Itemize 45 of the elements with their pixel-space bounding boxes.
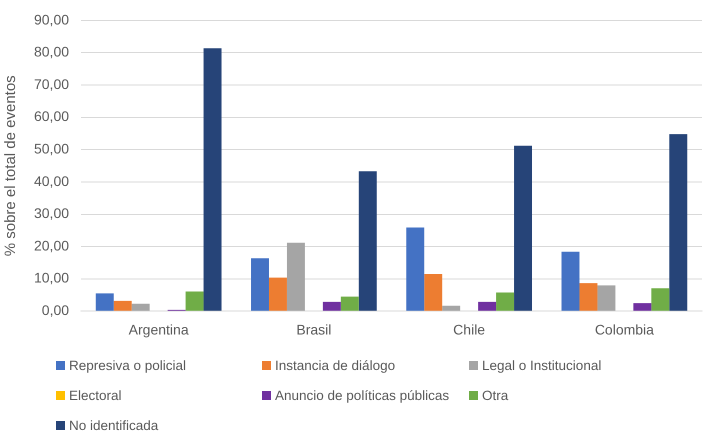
bar	[514, 146, 532, 311]
legend-label: Represiva o policial	[69, 358, 186, 372]
y-tick-label: 80,00	[34, 44, 70, 60]
bar	[478, 302, 496, 311]
bar	[651, 288, 670, 311]
legend-label: No identificada	[69, 418, 158, 432]
bar	[579, 283, 598, 311]
bar	[340, 296, 359, 311]
x-tick-label: Brasil	[296, 321, 332, 338]
y-tick-label: 60,00	[34, 108, 70, 124]
legend-label: Anuncio de políticas públicas	[275, 388, 450, 402]
x-tick-label: Colombia	[594, 321, 654, 338]
x-tick-label: Chile	[453, 321, 486, 338]
legend-label: Legal o Institucional	[482, 358, 602, 372]
bar	[268, 278, 287, 311]
bar	[424, 274, 442, 311]
y-tick-label: 0,00	[42, 302, 70, 318]
bar	[96, 293, 114, 311]
bar	[496, 292, 514, 311]
bar	[132, 304, 150, 311]
bar	[358, 171, 377, 311]
legend-label: Instancia de diálogo	[275, 358, 396, 372]
bar	[186, 291, 204, 311]
bar	[442, 306, 460, 311]
bar	[114, 300, 132, 311]
y-tick-label: 20,00	[34, 237, 70, 254]
y-tick-label: 40,00	[34, 172, 70, 189]
y-tick-label: 30,00	[34, 205, 70, 222]
legend-label: Electoral	[69, 388, 122, 402]
y-tick-label: 70,00	[34, 76, 70, 92]
bar	[322, 302, 341, 311]
x-tick-label: Argentina	[128, 321, 189, 338]
bar	[204, 48, 222, 311]
bar	[597, 285, 616, 311]
bar	[633, 303, 652, 311]
bar	[251, 258, 269, 311]
bar	[406, 228, 424, 311]
y-tick-label: 10,00	[34, 270, 70, 286]
y-tick-label: 50,00	[34, 140, 70, 157]
bar	[669, 134, 688, 311]
bar	[286, 242, 305, 311]
bar	[562, 252, 580, 311]
legend-label: Otra	[482, 388, 508, 402]
y-axis-title: % sobre el total de eventos	[2, 75, 20, 256]
y-tick-label: 90,00	[34, 11, 70, 28]
